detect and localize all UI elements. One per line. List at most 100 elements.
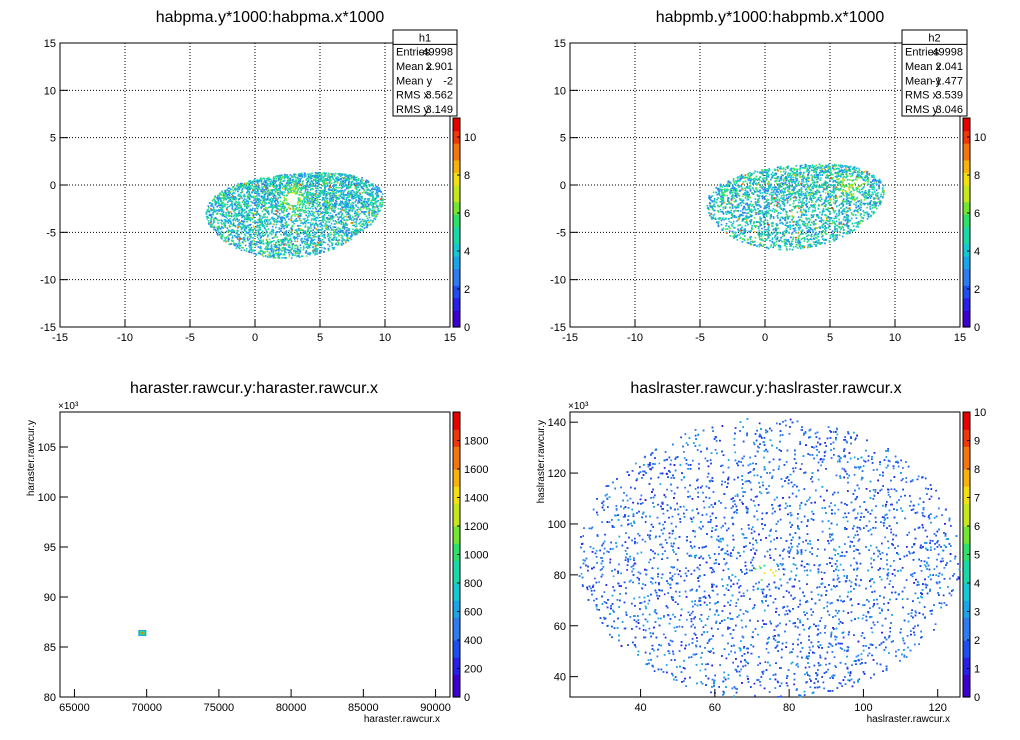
heatmap-cell — [278, 194, 281, 196]
heatmap-cell — [207, 205, 210, 207]
heatmap-cell — [286, 233, 289, 236]
heatmap-cell — [248, 217, 250, 220]
heatmap-cell — [346, 179, 349, 181]
heatmap-cell — [277, 188, 280, 190]
y-tick-label: 10 — [44, 85, 56, 97]
heatmap-cell — [313, 224, 315, 226]
heatmap-cell — [248, 226, 250, 229]
heatmap-cell — [298, 194, 300, 196]
heatmap-cell — [243, 215, 245, 217]
heatmap-cell — [272, 218, 274, 220]
heatmap-cell — [323, 190, 326, 192]
heatmap-cell — [356, 194, 358, 197]
heatmap-cell — [336, 182, 339, 184]
palette-tick-label: 0 — [464, 322, 470, 334]
heatmap-cell — [368, 221, 370, 223]
heatmap-cell — [356, 182, 358, 185]
heatmap-cell — [272, 180, 274, 183]
heatmap-cell — [324, 197, 327, 200]
heatmap-cell — [269, 182, 272, 184]
heatmap-cells — [706, 163, 885, 251]
heatmap-cell — [319, 193, 322, 196]
heatmap-cell — [347, 192, 349, 194]
heatmap-cell — [255, 229, 257, 232]
heatmap-cell — [323, 198, 325, 201]
heatmap-cell — [297, 188, 300, 190]
heatmap-cell — [270, 197, 272, 199]
heatmap-cell — [300, 222, 302, 224]
heatmap-cell — [285, 202, 288, 205]
heatmap-cell — [296, 207, 298, 209]
heatmap-cell — [341, 235, 344, 238]
heatmap-cell — [262, 232, 265, 234]
heatmap-cell — [229, 225, 231, 228]
heatmap-cell — [291, 181, 293, 184]
heatmap-cell — [304, 222, 307, 225]
heatmap-cell — [322, 182, 325, 184]
heatmap-cell — [268, 248, 270, 250]
heatmap-cell — [369, 202, 372, 205]
heatmap-cell — [319, 251, 322, 254]
stats-label: RMS x — [396, 90, 430, 102]
heatmap-cell — [307, 173, 309, 176]
heatmap-cell — [218, 194, 221, 196]
heatmap-cell — [214, 202, 217, 205]
heatmap-cell — [301, 200, 304, 202]
heatmap-cell — [226, 208, 228, 211]
heatmap-cell — [266, 190, 269, 193]
heatmap-cell — [304, 232, 306, 234]
heatmap-cell — [271, 180, 273, 182]
heatmap-cell — [228, 243, 230, 246]
heatmap-cell — [306, 243, 309, 245]
heatmap-cell — [307, 226, 309, 228]
heatmap-cell — [293, 237, 296, 239]
heatmap-cell — [274, 204, 276, 207]
heatmap-cell — [356, 229, 359, 232]
heatmap-cell — [248, 191, 251, 194]
heatmap-cell — [256, 212, 258, 215]
heatmap-cell — [307, 212, 310, 215]
x-tick-label: 5 — [317, 332, 323, 344]
heatmap-cell — [341, 221, 344, 223]
heatmap-cell — [797, 247, 799, 249]
heatmap-cell — [295, 236, 297, 239]
heatmap-cell — [310, 177, 312, 180]
heatmap-cell — [278, 215, 281, 217]
heatmap-cell — [278, 231, 280, 233]
heatmap-cell — [276, 208, 279, 210]
heatmap-cell — [349, 214, 351, 217]
heatmap-cell — [279, 212, 281, 215]
heatmap-cell — [313, 242, 315, 244]
heatmap-cell — [299, 173, 301, 175]
heatmap-cell — [233, 215, 235, 217]
heatmap-cell — [348, 209, 350, 212]
heatmap-cell — [211, 216, 213, 219]
heatmap-cell — [253, 185, 256, 188]
heatmap-cell — [300, 189, 302, 191]
heatmap-cell — [289, 246, 291, 249]
heatmap-cell — [229, 188, 232, 191]
heatmap-cell — [306, 216, 309, 219]
heatmap-cell — [268, 254, 271, 257]
heatmap-cell — [233, 210, 235, 213]
heatmap-cell — [300, 213, 302, 215]
heatmap-cell — [265, 245, 268, 248]
heatmap-cell — [339, 203, 341, 205]
heatmap-cell — [222, 213, 225, 216]
heatmap-cell — [311, 205, 314, 207]
heatmap-cell — [238, 202, 241, 204]
heatmap-cell — [305, 194, 308, 197]
heatmap-cell — [246, 205, 248, 207]
heatmap-cell — [264, 233, 266, 236]
heatmap-cell — [245, 211, 247, 213]
heatmap-cell — [320, 187, 322, 189]
heatmap-cell — [219, 213, 221, 215]
heatmap-cell — [262, 242, 265, 245]
heatmap-cell — [282, 242, 285, 244]
heatmap-cell — [775, 243, 778, 246]
heatmap-cell — [289, 189, 292, 191]
heatmap-cell — [314, 173, 317, 175]
heatmap-cell — [252, 243, 254, 246]
heatmap-cell — [744, 203, 747, 205]
